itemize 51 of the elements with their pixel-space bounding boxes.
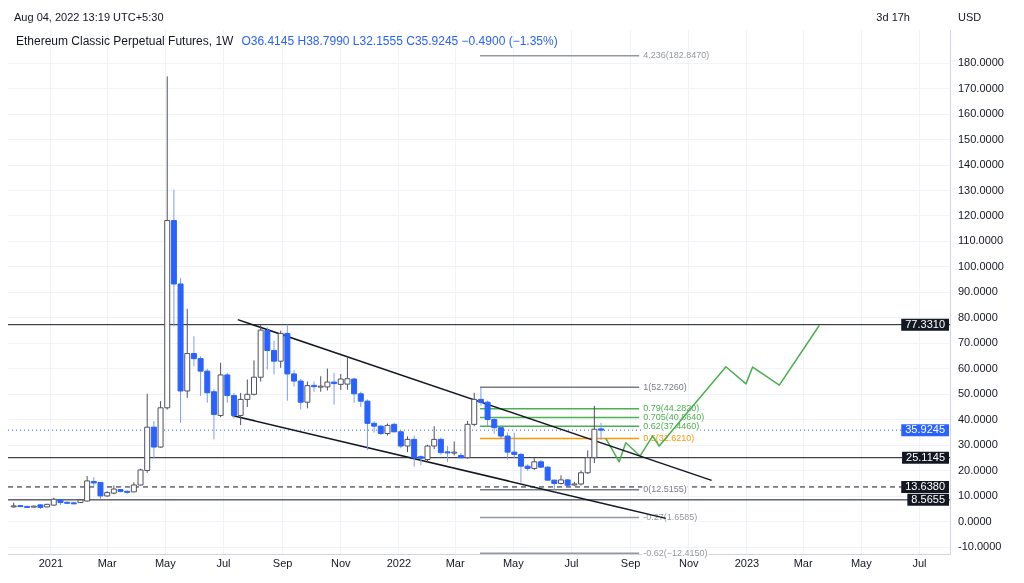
- x-tick-label: May: [502, 557, 525, 570]
- x-tick-label: Nov: [330, 557, 352, 570]
- ref-line-label: 13.6380: [905, 479, 945, 492]
- y-tick-label: 40.0000: [958, 412, 998, 425]
- text: Aug 04, 2022 13:19 UTC+5:30: [14, 11, 164, 24]
- y-tick-label: 0.0000: [958, 514, 992, 527]
- y-tick-label: 90.0000: [958, 285, 998, 298]
- y-tick-label: 180.0000: [958, 56, 1004, 69]
- y-tick-label: 160.0000: [958, 107, 1004, 120]
- x-tick-label: Jul: [216, 557, 231, 570]
- y-tick-label: 140.0000: [958, 158, 1004, 171]
- x-tick-label: Sep: [620, 557, 641, 570]
- y-tick-label: 120.0000: [958, 209, 1004, 221]
- y-tick-label: 50.0000: [958, 387, 998, 400]
- ref-line-label: 35.9245: [905, 423, 945, 436]
- series-label: -0.62(−12.4150): [643, 547, 708, 558]
- y-tick-label: 100.0000: [958, 259, 1004, 272]
- y-tick-label: 20.0000: [958, 463, 998, 476]
- series-label: 0(12.5155): [643, 484, 687, 495]
- y-tick-label: 60.0000: [958, 361, 998, 374]
- x-tick-label: 2022: [386, 557, 412, 570]
- x-tick-label: Nov: [678, 557, 700, 570]
- ref-line-label: 25.1145: [906, 450, 946, 463]
- ref-line-label: 77.3310: [905, 317, 945, 330]
- y-axis-title: USD: [958, 11, 982, 24]
- x-tick-label: Jul: [912, 557, 927, 570]
- x-tick-label: Mar: [97, 557, 117, 570]
- y-tick-label: 70.0000: [958, 336, 998, 349]
- y-tick-label: 10.0000: [958, 489, 998, 502]
- y-tick-label: 80.0000: [958, 310, 998, 323]
- y-tick-label: 170.0000: [958, 81, 1004, 94]
- x-tick-label: Sep: [272, 557, 293, 570]
- x-tick-label: Jul: [564, 557, 579, 570]
- chart-title: Ethereum Classic Perpetual Futures, 1W: [16, 34, 235, 49]
- x-tick-label: 2021: [38, 557, 64, 570]
- chart-subtitle: O36.4145 H38.7990 L32.1555 C35.9245 −0.4900 (−1.35%): [241, 34, 558, 49]
- text: 3d 17h: [876, 11, 910, 24]
- x-tick-label: 2023: [734, 557, 760, 570]
- x-tick-label: May: [154, 557, 177, 570]
- y-tick-label: 150.0000: [958, 132, 1004, 145]
- x-tick-label: May: [850, 557, 873, 570]
- y-tick-label: 110.0000: [958, 234, 1004, 247]
- series-label: -0.27(1.6585): [643, 511, 698, 522]
- y-tick-label: 130.0000: [958, 183, 1004, 196]
- series-label: 4.236(182.8470): [643, 50, 710, 61]
- y-tick-label: -10.0000: [958, 540, 1002, 553]
- ref-line-label: 8.5655: [911, 492, 946, 505]
- x-tick-label: Mar: [793, 557, 813, 570]
- x-tick-label: Mar: [445, 557, 465, 570]
- y-tick-label: 30.0000: [958, 438, 998, 451]
- series-label: 1(52.7260): [643, 381, 687, 392]
